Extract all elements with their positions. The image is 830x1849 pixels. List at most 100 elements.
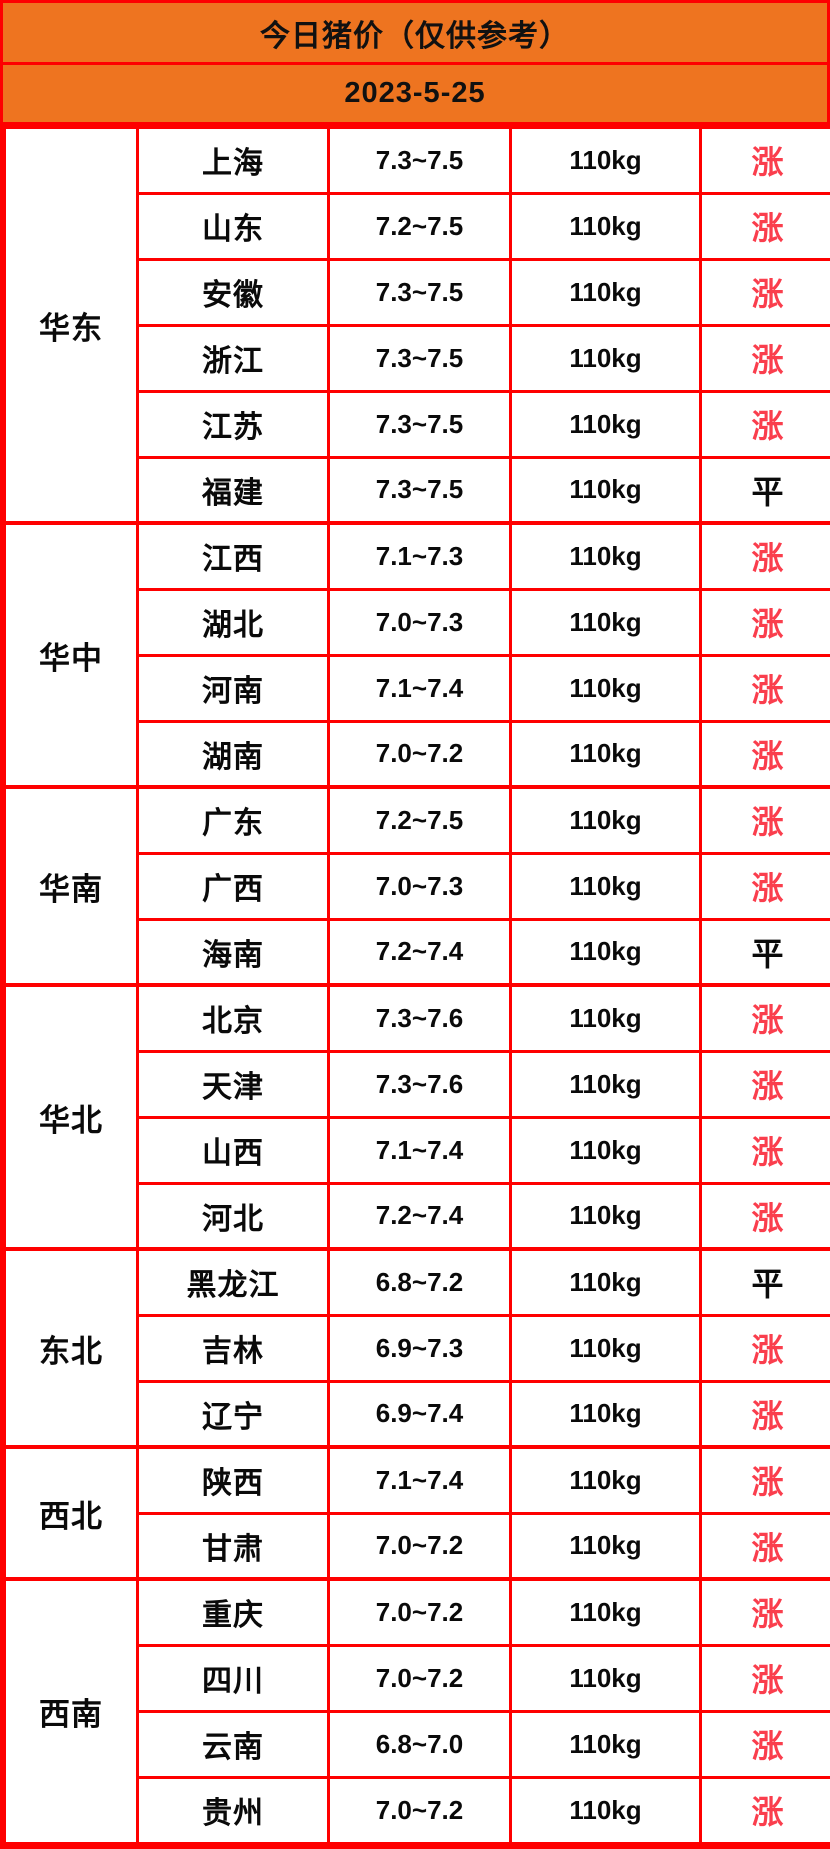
price-range-cell: 7.2~7.5: [329, 787, 511, 853]
province-cell: 贵州: [138, 1777, 329, 1843]
price-range-cell: 7.3~7.5: [329, 457, 511, 523]
price-range-cell: 7.3~7.6: [329, 1051, 511, 1117]
province-cell: 湖南: [138, 721, 329, 787]
province-cell: 四川: [138, 1645, 329, 1711]
price-range-cell: 7.2~7.4: [329, 1183, 511, 1249]
province-cell: 黑龙江: [138, 1249, 329, 1315]
province-cell: 海南: [138, 919, 329, 985]
province-cell: 甘肃: [138, 1513, 329, 1579]
trend-cell: 涨: [701, 1315, 830, 1381]
trend-cell: 涨: [701, 589, 830, 655]
province-cell: 福建: [138, 457, 329, 523]
weight-cell: 110kg: [511, 325, 701, 391]
price-range-cell: 7.0~7.2: [329, 1579, 511, 1645]
trend-cell: 涨: [701, 523, 830, 589]
weight-cell: 110kg: [511, 193, 701, 259]
weight-cell: 110kg: [511, 589, 701, 655]
province-cell: 上海: [138, 127, 329, 193]
province-cell: 山东: [138, 193, 329, 259]
weight-cell: 110kg: [511, 1183, 701, 1249]
trend-cell: 涨: [701, 985, 830, 1051]
trend-cell: 涨: [701, 1447, 830, 1513]
province-cell: 天津: [138, 1051, 329, 1117]
weight-cell: 110kg: [511, 853, 701, 919]
weight-cell: 110kg: [511, 1381, 701, 1447]
trend-cell: 涨: [701, 1777, 830, 1843]
province-cell: 河南: [138, 655, 329, 721]
region-cell: 华东: [5, 127, 138, 523]
price-range-cell: 7.2~7.4: [329, 919, 511, 985]
weight-cell: 110kg: [511, 1249, 701, 1315]
price-range-cell: 7.3~7.5: [329, 259, 511, 325]
trend-cell: 涨: [701, 391, 830, 457]
region-cell: 东北: [5, 1249, 138, 1447]
trend-cell: 涨: [701, 1117, 830, 1183]
trend-cell: 涨: [701, 655, 830, 721]
price-range-cell: 6.9~7.4: [329, 1381, 511, 1447]
price-range-cell: 7.1~7.4: [329, 655, 511, 721]
province-cell: 云南: [138, 1711, 329, 1777]
weight-cell: 110kg: [511, 523, 701, 589]
trend-cell: 涨: [701, 259, 830, 325]
province-cell: 广西: [138, 853, 329, 919]
price-range-cell: 7.1~7.3: [329, 523, 511, 589]
price-range-cell: 7.3~7.6: [329, 985, 511, 1051]
price-range-cell: 7.0~7.2: [329, 721, 511, 787]
trend-cell: 涨: [701, 1183, 830, 1249]
region-cell: 西南: [5, 1579, 138, 1843]
province-cell: 陕西: [138, 1447, 329, 1513]
price-range-cell: 7.1~7.4: [329, 1447, 511, 1513]
weight-cell: 110kg: [511, 1711, 701, 1777]
trend-cell: 涨: [701, 1579, 830, 1645]
price-range-cell: 7.0~7.2: [329, 1777, 511, 1843]
price-range-cell: 7.0~7.2: [329, 1645, 511, 1711]
weight-cell: 110kg: [511, 391, 701, 457]
weight-cell: 110kg: [511, 1447, 701, 1513]
province-cell: 吉林: [138, 1315, 329, 1381]
region-cell: 华北: [5, 985, 138, 1249]
trend-cell: 涨: [701, 1381, 830, 1447]
weight-cell: 110kg: [511, 721, 701, 787]
province-cell: 广东: [138, 787, 329, 853]
weight-cell: 110kg: [511, 787, 701, 853]
weight-cell: 110kg: [511, 127, 701, 193]
region-cell: 华南: [5, 787, 138, 985]
price-range-cell: 7.3~7.5: [329, 127, 511, 193]
trend-cell: 涨: [701, 1711, 830, 1777]
trend-cell: 涨: [701, 1645, 830, 1711]
price-range-cell: 6.8~7.2: [329, 1249, 511, 1315]
weight-cell: 110kg: [511, 1117, 701, 1183]
weight-cell: 110kg: [511, 259, 701, 325]
trend-cell: 涨: [701, 1051, 830, 1117]
price-range-cell: 7.0~7.3: [329, 853, 511, 919]
price-range-cell: 6.9~7.3: [329, 1315, 511, 1381]
weight-cell: 110kg: [511, 655, 701, 721]
price-range-cell: 7.0~7.2: [329, 1513, 511, 1579]
price-range-cell: 7.1~7.4: [329, 1117, 511, 1183]
weight-cell: 110kg: [511, 1777, 701, 1843]
region-cell: 西北: [5, 1447, 138, 1579]
province-cell: 湖北: [138, 589, 329, 655]
region-cell: 华中: [5, 523, 138, 787]
weight-cell: 110kg: [511, 1513, 701, 1579]
province-cell: 北京: [138, 985, 329, 1051]
trend-cell: 平: [701, 919, 830, 985]
price-range-cell: 7.3~7.5: [329, 391, 511, 457]
weight-cell: 110kg: [511, 1579, 701, 1645]
weight-cell: 110kg: [511, 1315, 701, 1381]
province-cell: 江西: [138, 523, 329, 589]
weight-cell: 110kg: [511, 1051, 701, 1117]
price-range-cell: 6.8~7.0: [329, 1711, 511, 1777]
trend-cell: 涨: [701, 853, 830, 919]
weight-cell: 110kg: [511, 919, 701, 985]
trend-cell: 涨: [701, 325, 830, 391]
